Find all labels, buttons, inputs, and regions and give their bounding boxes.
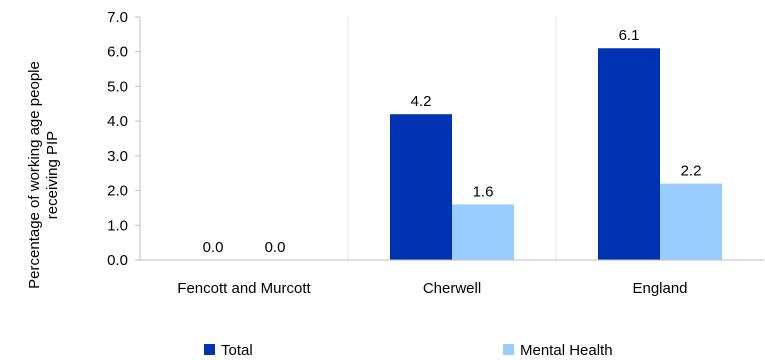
data-label: 0.0 xyxy=(203,239,224,256)
category-gridlines xyxy=(347,17,557,260)
bars xyxy=(390,48,722,260)
y-tick-label: 6.0 xyxy=(107,44,128,61)
bar-mental-health xyxy=(660,183,722,260)
y-tick-label: 3.0 xyxy=(107,148,128,165)
y-tick-label: 1.0 xyxy=(107,217,128,234)
bar-mental-health xyxy=(452,204,514,260)
data-label: 2.2 xyxy=(681,163,702,180)
data-label: 0.0 xyxy=(265,239,286,256)
y-tick-label: 2.0 xyxy=(107,183,128,200)
data-label: 1.6 xyxy=(473,183,494,200)
category-label: England xyxy=(632,280,687,297)
category-label: Fencott and Murcott xyxy=(177,280,311,297)
legend: Total Mental Health xyxy=(204,342,613,359)
legend-label: Total xyxy=(221,342,253,359)
bar-total xyxy=(598,48,660,260)
legend-swatch-total xyxy=(204,344,215,355)
y-axis-title-line-1: Percentage of working age people xyxy=(26,61,43,289)
y-tick-label: 0.0 xyxy=(107,252,128,269)
y-tick-label: 5.0 xyxy=(107,78,128,95)
data-label: 4.2 xyxy=(411,93,432,110)
y-tick-label: 7.0 xyxy=(107,9,128,26)
data-labels: 0.0 0.0 4.2 1.6 6.1 2.2 xyxy=(203,27,702,256)
y-axis-ticks: 0.0 1.0 2.0 3.0 4.0 5.0 6.0 7.0 xyxy=(107,9,140,269)
data-label: 6.1 xyxy=(619,27,640,44)
category-labels: Fencott and Murcott Cherwell England xyxy=(177,280,687,297)
y-axis-title-line-2: receiving PIP xyxy=(44,131,61,219)
y-axis-title: Percentage of working age people receivi… xyxy=(26,61,61,289)
legend-label: Mental Health xyxy=(520,342,613,359)
bar-total xyxy=(390,114,452,260)
y-tick-label: 4.0 xyxy=(107,113,128,130)
category-label: Cherwell xyxy=(423,280,481,297)
legend-swatch-mental-health xyxy=(503,344,514,355)
